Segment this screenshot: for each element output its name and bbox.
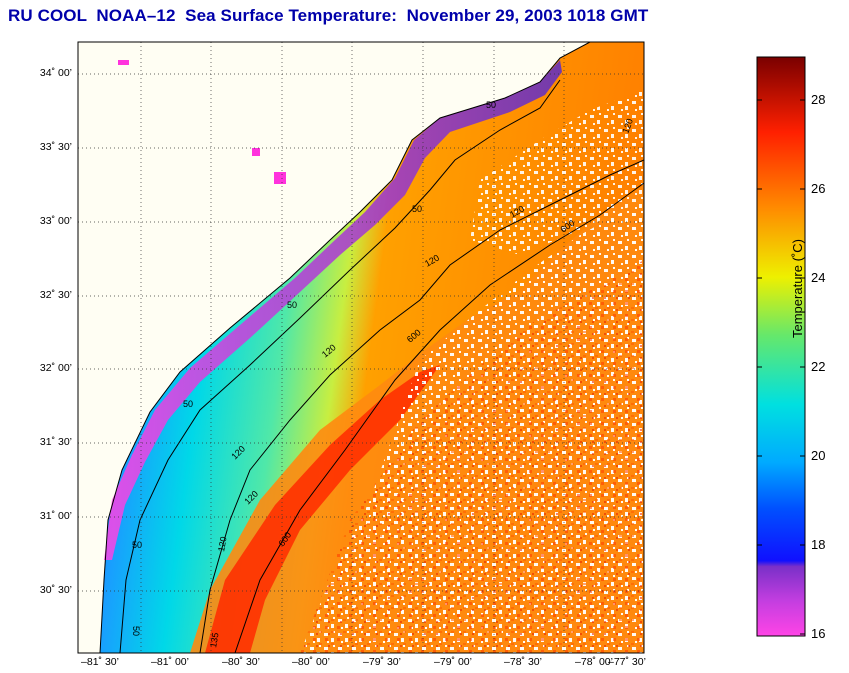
latitude-tick-label: 32˚ 00’	[39, 362, 72, 374]
latitude-tick-label: 32˚ 30’	[39, 289, 72, 301]
longitude-tick-label: –80˚ 30’	[222, 656, 260, 668]
longitude-tick-label: –78˚ 00’	[575, 656, 613, 668]
map-frame	[77, 41, 645, 654]
colorbar-ticks	[757, 99, 805, 635]
longitude-tick-label: –80˚ 00’	[292, 656, 330, 668]
isobath-label: 50	[131, 626, 141, 636]
isobath-label: 50	[287, 300, 297, 310]
isobath-600	[234, 182, 644, 653]
isobath-50	[119, 79, 561, 653]
longitude-tick-label: –79˚ 30’	[363, 656, 401, 668]
page-title: RU COOL NOAA–12 Sea Surface Temperature:…	[8, 6, 649, 25]
latitude-tick-label: 33˚ 00’	[39, 215, 72, 227]
longitude-tick-label: –81˚ 30’	[81, 656, 119, 668]
isobath-label: 120	[216, 536, 228, 553]
colorbar-tick-label: 24	[811, 270, 826, 285]
isobath-label: 50	[132, 540, 142, 550]
colorbar-tick-label: 16	[811, 626, 826, 641]
longitude-tick-label: –79˚ 00’	[434, 656, 472, 668]
colorbar-label: Temperature (˚C)	[790, 239, 805, 338]
inland-patch	[118, 60, 129, 65]
latitude-tick-label: 30˚ 30’	[39, 584, 72, 596]
colorbar	[756, 56, 806, 637]
isobath-label: 50	[486, 100, 496, 110]
coastline	[99, 42, 591, 653]
gulf-stream-hot-core	[205, 365, 440, 653]
longitude-tick-label: –81˚ 00’	[151, 656, 189, 668]
cloud-mask-region-north	[470, 90, 644, 255]
inland-patch	[252, 148, 260, 156]
longitude-tick-label: –78˚ 30’	[504, 656, 542, 668]
colorbar-tick-label: 28	[811, 92, 826, 107]
latitude-tick-label: 31˚ 30’	[39, 436, 72, 448]
latitude-tick-label: 34˚ 00’	[39, 67, 72, 79]
longitude-tick-label: –77˚ 30’	[608, 656, 646, 668]
isobath-label: 120	[620, 117, 635, 135]
colorbar-tick-label: 26	[811, 181, 826, 196]
colorbar-tick-label: 20	[811, 448, 826, 463]
isobath-label: 135	[208, 632, 220, 649]
isobath-label: 50	[183, 399, 193, 409]
isobath-label: 50	[412, 204, 422, 214]
latitude-tick-label: 31˚ 00’	[39, 510, 72, 522]
warm-speckle	[300, 260, 644, 653]
isobath-120	[199, 159, 644, 653]
colorbar-tick-label: 18	[811, 537, 826, 552]
latitude-tick-label: 33˚ 30’	[39, 141, 72, 153]
colorbar-tick-label: 22	[811, 359, 826, 374]
inland-patch	[274, 172, 286, 184]
